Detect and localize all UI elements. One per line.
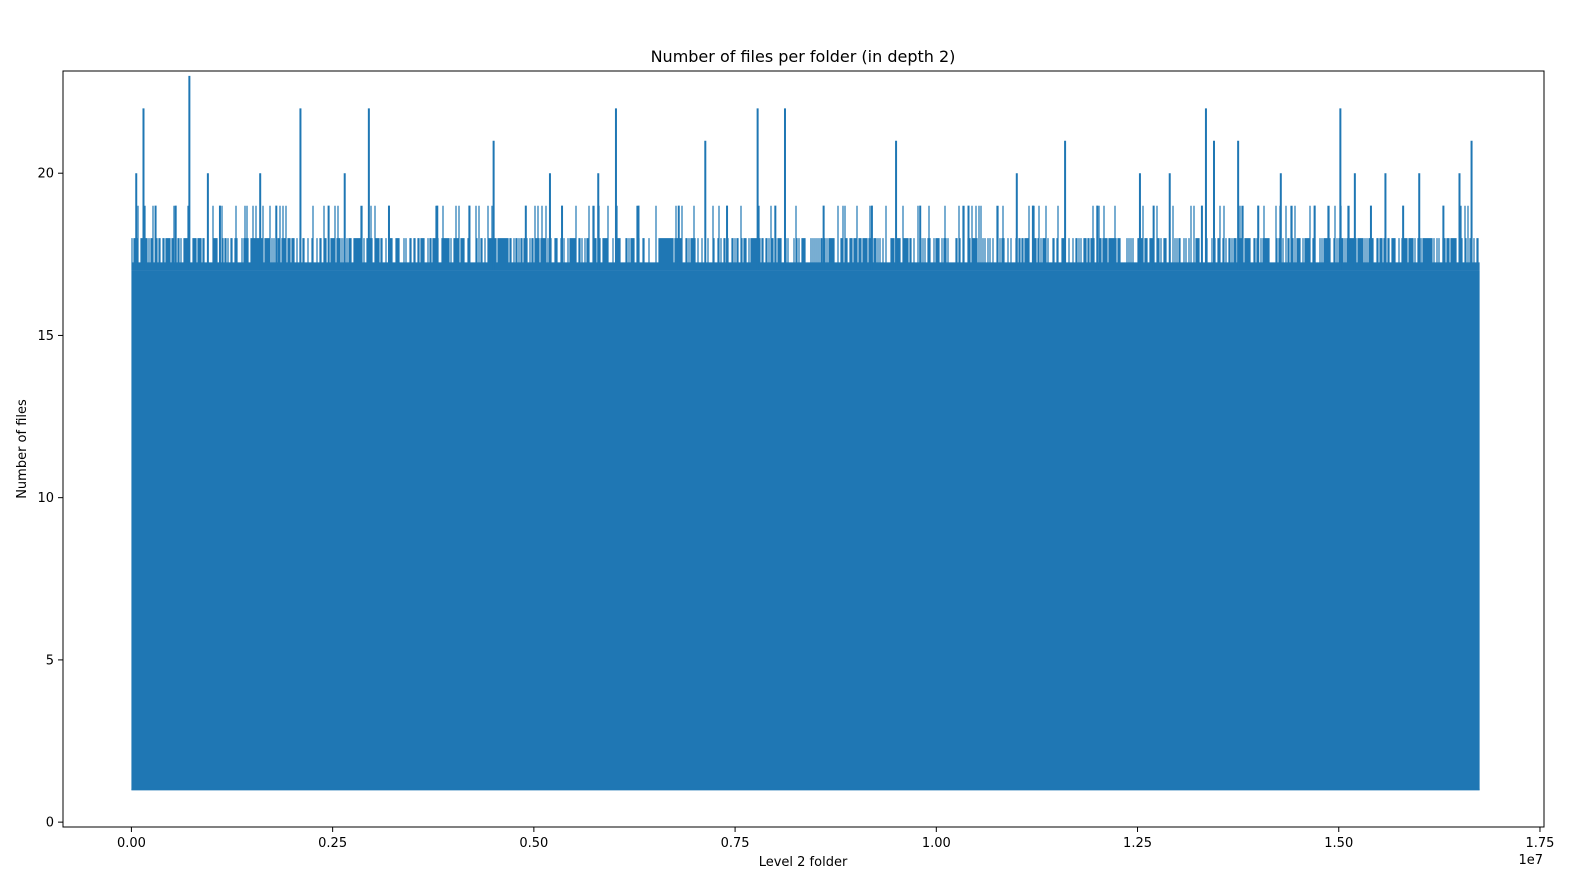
y-axis-label: Number of files: [15, 399, 30, 499]
x-tick-label: 0.00: [117, 836, 146, 851]
series-layer: [131, 75, 1480, 791]
x-tick-label: 0.50: [519, 836, 548, 851]
y-tick-label: 20: [37, 167, 54, 182]
x-tick-label: 1.25: [1123, 836, 1152, 851]
y-tick-label: 5: [46, 653, 54, 668]
x-tick-label: 1.00: [922, 836, 951, 851]
series-spike-fringe: [131, 205, 1480, 271]
x-tick-label: 1.75: [1525, 836, 1554, 851]
x-axis-ticks: 0.00 0.25 0.50 0.75 1.00 1.25 1.50 1.75: [117, 827, 1554, 851]
plot-frame: [62, 70, 1545, 828]
chart-title: Number of files per folder (in depth 2): [651, 47, 956, 66]
x-tick-label: 1.50: [1324, 836, 1353, 851]
series-dense-band: [131, 270, 1480, 790]
y-axis-ticks: 0 5 10 15 20: [37, 167, 63, 831]
y-tick-label: 0: [46, 816, 54, 831]
y-tick-label: 15: [37, 329, 54, 344]
x-axis-label: Level 2 folder: [759, 855, 848, 870]
x-tick-label: 0.75: [721, 836, 750, 851]
y-tick-label: 10: [37, 491, 54, 506]
x-tick-label: 0.25: [318, 836, 347, 851]
x-axis-offset-label: 1e7: [1518, 853, 1543, 868]
